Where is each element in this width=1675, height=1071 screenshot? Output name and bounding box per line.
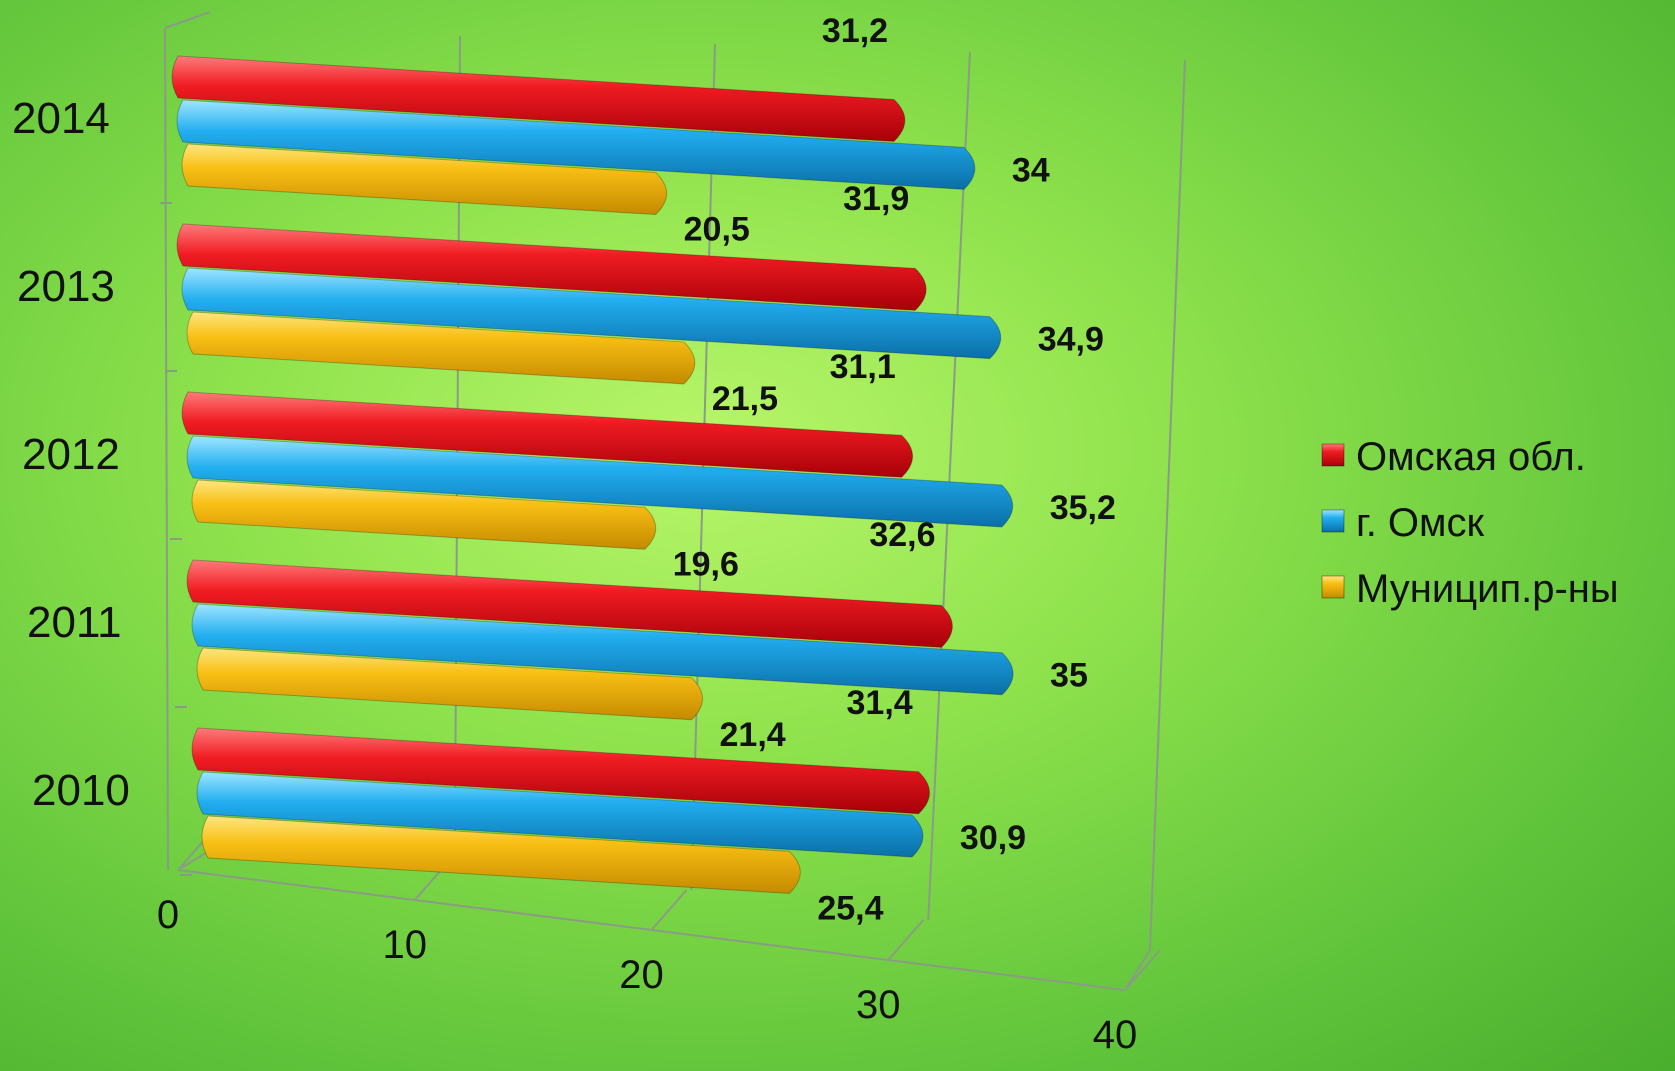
data-label: 21,5 (712, 380, 778, 418)
bar (191, 603, 1014, 696)
bar-body (171, 55, 906, 142)
floor-gridline (887, 919, 925, 961)
bar-body (181, 143, 668, 216)
bar-body (181, 391, 914, 478)
bar-body (186, 311, 696, 385)
bar (186, 435, 1014, 528)
bar-body (191, 603, 1014, 696)
floor-gridline (650, 889, 688, 931)
bar-body (191, 479, 657, 550)
bar-body (191, 727, 931, 815)
data-label: 30,9 (960, 819, 1026, 857)
x-tick-label: 30 (856, 983, 901, 1027)
labels: 0 10 20 30 40 2014 31,2 34 20,5 2013 31,9 34,9 21,5 2… (12, 12, 1137, 1057)
bar (196, 647, 704, 721)
floor-gridline (1124, 949, 1161, 991)
legend-swatch (1321, 575, 1345, 599)
bar (186, 559, 953, 648)
bar (186, 311, 696, 385)
data-label: 34 (1012, 151, 1050, 189)
data-label: 34,9 (1038, 321, 1104, 359)
right-wall-edge (1149, 59, 1186, 951)
data-label: 35,2 (1050, 489, 1116, 527)
bar (176, 223, 927, 311)
y-category-label: 2012 (22, 430, 120, 479)
legend-entry: Омская обл. (1356, 435, 1586, 479)
x-tick-label: 40 (1093, 1013, 1138, 1057)
data-label: 31,2 (822, 12, 888, 50)
x-tick-label: 20 (619, 953, 664, 997)
bar (196, 771, 924, 858)
x-tick-label: 10 (383, 923, 428, 967)
floor-right-edge (1124, 949, 1151, 991)
bar (171, 55, 906, 142)
bar (191, 727, 931, 815)
data-label: 31,4 (847, 684, 913, 722)
legend: Омская обл. г. Омск Муницип.р-ны (1321, 435, 1619, 611)
bar (181, 267, 1002, 360)
y-category-label: 2014 (12, 94, 110, 143)
bar-body (196, 771, 924, 858)
bar (181, 391, 914, 478)
bar-body (201, 815, 801, 894)
legend-entry: Муницип.р-ны (1356, 567, 1619, 611)
bar-body (181, 267, 1002, 360)
data-label: 25,4 (817, 889, 883, 927)
y-category-label: 2013 (17, 262, 115, 311)
bar (191, 479, 657, 550)
axes (160, 11, 1186, 991)
data-label: 19,6 (673, 545, 739, 583)
y-category-label: 2011 (27, 598, 122, 647)
bar (181, 143, 668, 216)
bar (176, 99, 976, 190)
data-label: 20,5 (684, 211, 750, 249)
data-label: 31,9 (843, 180, 909, 218)
legend-entry: г. Омск (1356, 501, 1485, 545)
legend-swatch (1321, 443, 1345, 467)
bar-body (176, 99, 976, 190)
x-tick-label: 0 (157, 893, 179, 937)
data-label: 21,4 (720, 716, 786, 754)
bar-body (196, 647, 704, 721)
y-category-label: 2010 (32, 766, 130, 815)
bars (171, 55, 1014, 894)
bar-body (176, 223, 927, 311)
data-label: 35 (1050, 657, 1088, 695)
bar (201, 815, 801, 894)
bar-body (186, 435, 1014, 528)
data-label: 31,1 (830, 348, 896, 386)
data-label: 32,6 (869, 516, 935, 554)
left-wall-edge (164, 27, 169, 871)
bar-body (186, 559, 953, 648)
top-wall-edge (164, 11, 211, 29)
legend-swatch (1321, 509, 1345, 533)
